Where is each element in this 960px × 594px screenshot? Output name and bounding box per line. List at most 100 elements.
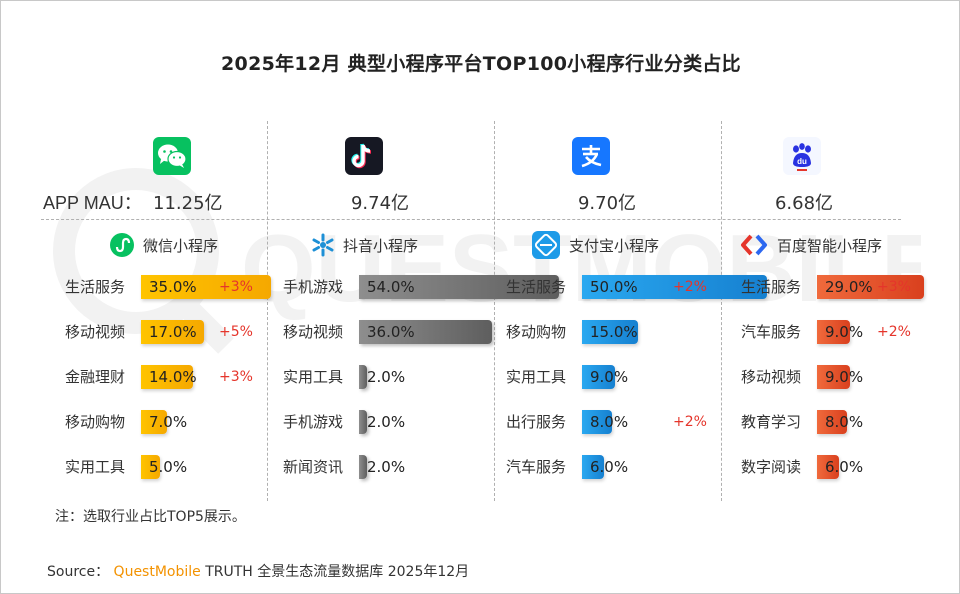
wechat-icon — [158, 144, 187, 168]
alipay-bar — [582, 365, 616, 389]
alipay-category-label: 移动购物 — [505, 323, 566, 341]
baidu-miniprogram-icon — [741, 234, 767, 256]
alipay-value-label: 50.0% — [590, 278, 638, 296]
douyin-category-label: 手机游戏 — [282, 278, 343, 296]
alipay-value-label: 8.0% — [590, 413, 629, 431]
douyin-value-label: 2.0% — [367, 413, 406, 431]
alipay-bar — [582, 320, 638, 344]
alipay-value-label: 6.0% — [590, 458, 629, 476]
alipay-miniprogram-icon — [532, 231, 560, 259]
baidu-category-label: 教育学习 — [740, 413, 801, 431]
wechat-mau: 11.25亿 — [153, 193, 223, 214]
wechat-miniprogram-icon — [110, 233, 134, 257]
baidu-category-label: 数字阅读 — [740, 458, 801, 476]
alipay-logo — [572, 137, 610, 175]
alipay-program-label: 支付宝小程序 — [569, 236, 660, 255]
baidu-bar — [817, 410, 847, 434]
wechat-category-label: 移动购物 — [64, 413, 125, 431]
baidu-value-label: 6.0% — [825, 458, 864, 476]
alipay-change-label: +2% — [673, 279, 707, 295]
svg-text:du: du — [797, 157, 807, 166]
footnote: 注：选取行业占比TOP5展示。 — [55, 509, 246, 525]
source-brand: QuestMobile — [113, 564, 201, 580]
wechat-change-label: +5% — [219, 324, 253, 340]
wechat-category-label: 实用工具 — [64, 458, 125, 476]
douyin-bar — [359, 455, 367, 479]
douyin-program-label: 抖音小程序 — [343, 236, 419, 255]
alipay-bar — [582, 410, 612, 434]
baidu-value-label: 29.0% — [825, 278, 873, 296]
alipay-mau: 9.70亿 — [577, 193, 637, 214]
baidu-program-header: 百度智能小程序 — [739, 227, 882, 263]
baidu-category-label: 汽车服务 — [740, 323, 801, 341]
wechat-category-label: 生活服务 — [64, 278, 125, 296]
douyin-value-label: 2.0% — [367, 368, 406, 386]
douyin-value-label: 54.0% — [367, 278, 415, 296]
baidu-bar — [817, 365, 851, 389]
douyin-category-label: 移动视频 — [282, 323, 343, 341]
wechat-bar — [141, 275, 271, 299]
wechat-value-label: 5.0% — [149, 458, 188, 476]
douyin-bar — [359, 320, 493, 344]
baidu-category-label: 生活服务 — [740, 278, 801, 296]
source-line: Source： QuestMobile TRUTH 全景生态流量数据库 2025… — [47, 561, 469, 581]
alipay-value-label: 15.0% — [590, 323, 638, 341]
baidu-value-label: 8.0% — [825, 413, 864, 431]
wechat-value-label: 17.0% — [149, 323, 197, 341]
douyin-bar — [359, 275, 559, 299]
wechat-change-label: +3% — [219, 369, 253, 385]
alipay-category-label: 汽车服务 — [505, 458, 566, 476]
douyin-category-label: 实用工具 — [282, 368, 343, 386]
source-prefix: Source： — [47, 564, 110, 580]
alipay-change-label: +2% — [673, 414, 707, 430]
alipay-category-label: 生活服务 — [505, 278, 566, 296]
douyin-icon — [351, 143, 372, 169]
column-divider — [721, 121, 722, 501]
mau-label: APP MAU： — [43, 193, 142, 213]
douyin-program-header: 抖音小程序 — [311, 227, 418, 263]
alipay-value-label: 9.0% — [590, 368, 629, 386]
alipay-bar — [582, 275, 767, 299]
douyin-value-label: 2.0% — [367, 458, 406, 476]
wechat-bar — [141, 410, 167, 434]
alipay-bar — [582, 455, 605, 479]
douyin-category-label: 手机游戏 — [282, 413, 343, 431]
douyin-bar — [359, 410, 367, 434]
baidu-value-label: 9.0% — [825, 368, 864, 386]
douyin-logo — [345, 137, 383, 175]
wechat-category-label: 移动视频 — [64, 323, 125, 341]
wechat-bar — [141, 365, 193, 389]
wechat-category-label: 金融理财 — [64, 368, 125, 386]
chart-title: 2025年12月 典型小程序平台TOP100小程序行业分类占比 — [221, 53, 741, 75]
baidu-logo: du — [783, 137, 821, 175]
baidu-category-label: 移动视频 — [740, 368, 801, 386]
douyin-bar — [359, 365, 367, 389]
douyin-mau: 9.74亿 — [350, 193, 410, 214]
baidu-value-label: 9.0% — [825, 323, 864, 341]
wechat-value-label: 7.0% — [149, 413, 188, 431]
douyin-miniprogram-icon — [312, 233, 334, 257]
wechat-program-header: 微信小程序 — [109, 227, 218, 263]
alipay-category-label: 出行服务 — [505, 413, 566, 431]
baidu-bar — [817, 275, 925, 299]
alipay-icon — [581, 145, 602, 168]
watermark: QUESTMOBILE — [53, 168, 921, 354]
baidu-change-label: +3% — [877, 279, 911, 295]
baidu-paw-icon: du — [793, 143, 811, 171]
column-divider — [494, 121, 495, 501]
wechat-change-label: +3% — [219, 279, 253, 295]
baidu-mau: 6.68亿 — [774, 193, 834, 214]
source-text: TRUTH 全景生态流量数据库 2025年12月 — [205, 564, 470, 580]
wechat-value-label: 14.0% — [149, 368, 197, 386]
alipay-program-header: 支付宝小程序 — [531, 227, 659, 263]
baidu-program-label: 百度智能小程序 — [777, 236, 883, 255]
wechat-value-label: 35.0% — [149, 278, 197, 296]
baidu-bar — [817, 320, 851, 344]
wechat-bar — [141, 320, 204, 344]
column-divider — [267, 121, 268, 501]
wechat-bar — [141, 455, 160, 479]
baidu-bar — [817, 455, 840, 479]
alipay-category-label: 实用工具 — [505, 368, 566, 386]
header-divider — [41, 219, 901, 220]
